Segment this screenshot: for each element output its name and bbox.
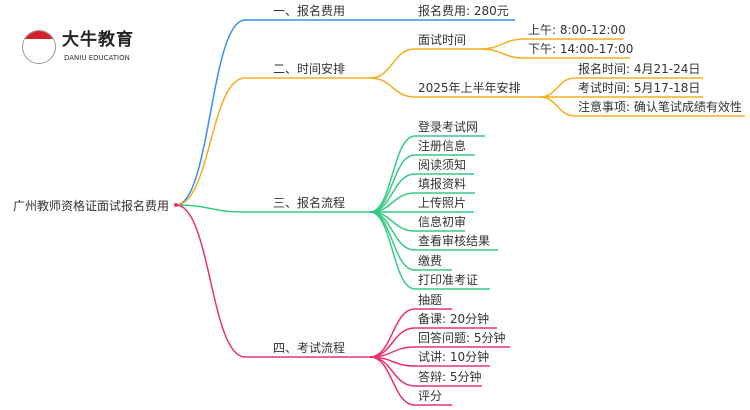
child-node[interactable]: 登录考试网 bbox=[418, 119, 478, 134]
branch-node[interactable]: 三、报名流程 bbox=[273, 195, 345, 210]
child-node[interactable]: 查看审核结果 bbox=[418, 233, 490, 248]
branch-node[interactable]: 二、时间安排 bbox=[273, 61, 345, 76]
branch-line bbox=[175, 77, 370, 206]
child-node[interactable]: 回答问题: 5分钟 bbox=[418, 330, 506, 345]
child-node[interactable]: 试讲: 10分钟 bbox=[418, 349, 489, 364]
child-node[interactable]: 缴费 bbox=[418, 253, 442, 268]
logo-subtext: DANIU EDUCATION bbox=[64, 54, 130, 62]
leaf-node[interactable]: 上午: 8:00-12:00 bbox=[528, 23, 626, 37]
leaf-node[interactable]: 注意事项: 确认笔试成绩有效性 bbox=[578, 99, 742, 114]
child-node[interactable]: 填报资料 bbox=[418, 176, 466, 191]
leaf-node[interactable]: 考试时间: 5月17-18日 bbox=[578, 80, 700, 95]
leaf-node[interactable]: 下午: 14:00-17:00 bbox=[528, 42, 633, 56]
child-line bbox=[369, 135, 485, 213]
child-line bbox=[369, 154, 475, 213]
child-node[interactable]: 面试时间 bbox=[418, 32, 466, 47]
child-node[interactable]: 报名费用: 280元 bbox=[418, 3, 509, 18]
leaf-node[interactable]: 报名时间: 4月21-24日 bbox=[578, 61, 700, 76]
root-connector bbox=[174, 203, 178, 207]
child-node[interactable]: 注册信息 bbox=[418, 138, 466, 153]
child-line bbox=[369, 173, 474, 213]
child-node[interactable]: 信息初审 bbox=[418, 214, 466, 229]
child-line bbox=[369, 308, 452, 358]
leaf-line bbox=[539, 96, 745, 117]
child-node[interactable]: 抽题 bbox=[418, 293, 442, 307]
child-node[interactable]: 答辩: 5分钟 bbox=[418, 369, 482, 384]
logo: 大牛教育 DANIU EDUCATION bbox=[22, 28, 142, 70]
branch-node[interactable]: 四、考试流程 bbox=[273, 340, 345, 355]
child-line bbox=[369, 77, 540, 98]
branch-line bbox=[175, 19, 415, 206]
root-node[interactable]: 广州教师资格证面试报名费用 bbox=[13, 198, 169, 213]
child-line bbox=[369, 356, 452, 406]
child-node[interactable]: 阅读须知 bbox=[418, 158, 466, 172]
branch-node[interactable]: 一、报名费用 bbox=[273, 3, 345, 18]
branch-line bbox=[175, 204, 370, 358]
child-line bbox=[369, 211, 490, 290]
child-node[interactable]: 2025年上半年安排 bbox=[418, 80, 521, 95]
child-line bbox=[369, 48, 480, 79]
branch-line bbox=[175, 204, 370, 213]
logo-text: 大牛教育 bbox=[62, 30, 134, 50]
logo-mark bbox=[22, 30, 56, 64]
leaf-line bbox=[479, 48, 630, 59]
child-node[interactable]: 打印准考证 bbox=[418, 273, 478, 287]
child-node[interactable]: 备课: 20分钟 bbox=[418, 311, 489, 326]
child-node[interactable]: 评分 bbox=[418, 389, 442, 403]
child-node[interactable]: 上传照片 bbox=[418, 195, 466, 210]
